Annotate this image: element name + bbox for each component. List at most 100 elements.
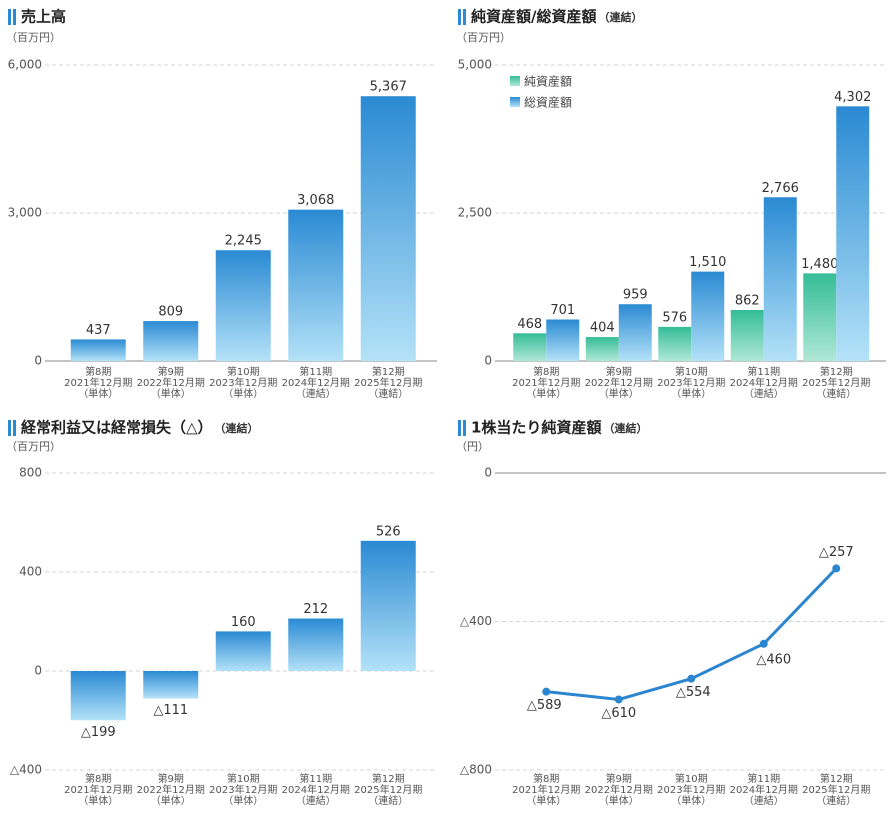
x-tick-label: 2022年12月期 xyxy=(585,783,653,796)
x-tick-label: 第8期 xyxy=(533,772,559,785)
x-tick-label: 2025年12月期 xyxy=(802,783,870,796)
title-icon xyxy=(458,9,461,25)
bar xyxy=(143,321,199,361)
x-tick-label: 第11期 xyxy=(299,772,332,785)
data-label: 701 xyxy=(550,303,575,318)
x-tick-label: 2023年12月期 xyxy=(209,376,277,389)
x-tick-label: （単体） xyxy=(526,794,566,807)
data-label: 2,766 xyxy=(762,181,799,196)
x-tick-label: （連結） xyxy=(296,387,336,400)
x-tick-label: 第10期 xyxy=(227,365,260,378)
title-icon xyxy=(13,9,16,25)
x-tick-label: 2025年12月期 xyxy=(354,376,422,389)
data-label: 4,302 xyxy=(834,90,871,105)
bar xyxy=(215,250,271,361)
x-tick-label: 2021年12月期 xyxy=(64,783,132,796)
legend-swatch xyxy=(510,97,520,107)
x-tick-label: 第8期 xyxy=(533,365,559,378)
title-icon xyxy=(463,9,466,25)
data-label: 959 xyxy=(623,288,648,303)
legend-label: 純資産額 xyxy=(524,74,572,89)
point xyxy=(687,674,696,683)
x-tick-label: （連結） xyxy=(744,794,784,807)
y-tick-label: △800 xyxy=(460,763,492,777)
y-tick-label: 0 xyxy=(484,354,492,368)
data-label: 1,510 xyxy=(689,255,726,270)
data-label: △257 xyxy=(819,545,854,560)
chart-title: 純資産額/総資産額 xyxy=(471,8,596,26)
x-tick-label: （単体） xyxy=(151,794,191,807)
title-note: （連結） xyxy=(603,421,647,435)
bar xyxy=(618,304,652,361)
y-tick-label: 800 xyxy=(19,466,42,480)
x-tick-label: 2022年12月期 xyxy=(585,376,653,389)
x-tick-label: 2022年12月期 xyxy=(137,783,205,796)
x-tick-label: 第11期 xyxy=(747,365,780,378)
x-tick-label: （連結） xyxy=(744,387,784,400)
unit-label: （百万円） xyxy=(456,31,511,44)
data-label: △554 xyxy=(676,685,711,700)
bar xyxy=(730,309,764,361)
x-tick-label: 第9期 xyxy=(158,772,184,785)
data-label: △111 xyxy=(153,703,188,718)
x-tick-label: 2024年12月期 xyxy=(282,783,350,796)
x-tick-label: （単体） xyxy=(151,387,191,400)
x-tick-label: 2022年12月期 xyxy=(137,376,205,389)
point xyxy=(542,687,551,696)
point xyxy=(759,639,768,648)
x-tick-label: 第11期 xyxy=(299,365,332,378)
x-tick-label: （連結） xyxy=(816,794,856,807)
bar xyxy=(360,540,416,671)
x-tick-label: 2024年12月期 xyxy=(282,376,350,389)
unit-label: （円） xyxy=(456,440,489,453)
title-icon xyxy=(463,420,466,436)
y-tick-label: 3,000 xyxy=(8,206,42,220)
bar xyxy=(691,271,725,361)
title-note: （連結） xyxy=(215,421,259,435)
x-tick-label: （連結） xyxy=(296,794,336,807)
x-tick-label: （単体） xyxy=(599,794,639,807)
chart-title: 売上高 xyxy=(21,8,66,26)
x-tick-label: 第12期 xyxy=(372,365,405,378)
x-tick-label: 第9期 xyxy=(606,772,632,785)
x-tick-label: 第10期 xyxy=(675,772,708,785)
x-tick-label: （単体） xyxy=(223,387,263,400)
title-icon xyxy=(8,420,11,436)
bar xyxy=(288,209,344,361)
bar xyxy=(763,197,797,361)
x-tick-label: （単体） xyxy=(599,387,639,400)
x-tick-label: 第11期 xyxy=(747,772,780,785)
x-tick-label: （単体） xyxy=(78,794,118,807)
x-tick-label: （連結） xyxy=(368,387,408,400)
y-tick-label: 5,000 xyxy=(458,58,492,72)
bar xyxy=(143,671,199,699)
chart-title: 経常利益又は経常損失（△） xyxy=(21,419,213,437)
bar xyxy=(215,631,271,671)
bar xyxy=(288,618,344,671)
y-tick-label: △400 xyxy=(10,763,42,777)
bar xyxy=(836,106,870,362)
x-tick-label: 2025年12月期 xyxy=(802,376,870,389)
data-label: 1,480 xyxy=(801,257,838,272)
bar xyxy=(803,273,837,361)
x-tick-label: 第12期 xyxy=(372,772,405,785)
bar xyxy=(658,326,692,361)
bar xyxy=(360,96,416,361)
x-tick-label: 2024年12月期 xyxy=(730,783,798,796)
y-tick-label: 0 xyxy=(34,664,42,678)
data-label: △589 xyxy=(527,698,562,713)
data-label: 862 xyxy=(735,293,760,308)
title-icon xyxy=(13,420,16,436)
data-label: △460 xyxy=(756,652,791,667)
data-label: 160 xyxy=(231,615,256,630)
y-tick-label: 6,000 xyxy=(8,58,42,72)
bar xyxy=(546,319,580,361)
x-tick-label: （単体） xyxy=(526,387,566,400)
x-tick-label: （単体） xyxy=(671,387,711,400)
data-label: 212 xyxy=(303,602,328,617)
x-tick-label: 第12期 xyxy=(820,772,853,785)
x-tick-label: 第12期 xyxy=(820,365,853,378)
x-tick-label: 2023年12月期 xyxy=(657,376,725,389)
